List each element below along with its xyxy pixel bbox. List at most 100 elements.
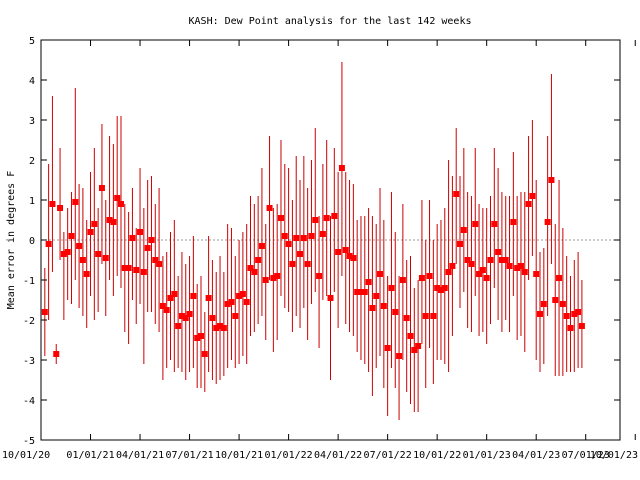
error-bars	[44, 62, 583, 420]
data-point	[194, 335, 201, 341]
data-point	[578, 323, 585, 329]
data-point	[121, 265, 128, 271]
data-point	[175, 323, 182, 329]
data-point	[68, 233, 75, 239]
data-point	[521, 269, 528, 275]
y-tick-label: 1	[29, 196, 35, 207]
data-point	[441, 285, 448, 291]
data-point	[266, 205, 273, 211]
data-point	[377, 271, 384, 277]
data-point	[575, 309, 582, 315]
y-tick-label: -4	[23, 396, 35, 407]
y-axis-ticks: -5 -4 -3 -2 -1 0 1 2 3 4 5	[23, 36, 620, 447]
x-tick-label: 07/01/21	[165, 450, 213, 461]
data-point	[514, 265, 521, 271]
data-point	[41, 309, 48, 315]
data-point	[217, 323, 224, 329]
data-point	[407, 333, 414, 339]
data-point	[335, 249, 342, 255]
data-point	[453, 191, 460, 197]
data-point	[45, 241, 52, 247]
x-tick-label: 04/01/21	[116, 450, 164, 461]
data-point	[281, 233, 288, 239]
data-point	[369, 305, 376, 311]
data-point	[502, 257, 509, 263]
data-point	[53, 351, 60, 357]
data-point	[49, 201, 56, 207]
data-point	[331, 213, 338, 219]
data-point	[529, 193, 536, 199]
data-point	[152, 257, 159, 263]
data-point	[98, 185, 105, 191]
data-point	[236, 293, 243, 299]
x-axis-ticks: 10/01/20 01/01/21 04/01/21 07/01/21 10/01/21…	[2, 40, 638, 461]
y-tick-label: 5	[29, 36, 35, 47]
data-point	[567, 325, 574, 331]
data-point	[148, 237, 155, 243]
y-tick-label: 2	[29, 156, 35, 167]
data-point	[411, 347, 418, 353]
data-point	[137, 229, 144, 235]
data-point	[304, 261, 311, 267]
data-point	[213, 325, 220, 331]
data-point	[232, 313, 239, 319]
data-point	[201, 351, 208, 357]
data-point	[487, 257, 494, 263]
data-point	[361, 289, 368, 295]
data-point	[205, 295, 212, 301]
data-point	[327, 295, 334, 301]
data-point	[163, 307, 170, 313]
x-tick-label: 10/01/20	[2, 450, 50, 461]
data-point	[544, 219, 551, 225]
data-point	[117, 201, 124, 207]
data-point	[506, 263, 513, 269]
data-point	[87, 229, 94, 235]
data-point	[300, 235, 307, 241]
data-markers	[41, 165, 585, 359]
data-point	[323, 215, 330, 221]
data-point	[418, 275, 425, 281]
x-tick-label: 01/01/22	[265, 450, 313, 461]
data-point	[228, 299, 235, 305]
data-point	[464, 257, 471, 263]
data-point	[83, 271, 90, 277]
data-point	[106, 217, 113, 223]
data-point	[293, 235, 300, 241]
y-tick-label: -5	[23, 436, 35, 447]
data-point	[64, 249, 71, 255]
data-point	[388, 285, 395, 291]
data-point	[220, 325, 227, 331]
data-point	[384, 345, 391, 351]
y-tick-label: 3	[29, 116, 35, 127]
data-point	[430, 313, 437, 319]
data-point	[95, 251, 102, 257]
data-point	[79, 257, 86, 263]
data-point	[102, 255, 109, 261]
data-point	[190, 293, 197, 299]
data-point	[415, 343, 422, 349]
data-point	[224, 301, 231, 307]
x-tick-label: 07/01/22	[364, 450, 412, 461]
data-point	[533, 271, 540, 277]
data-point	[491, 221, 498, 227]
data-point	[312, 217, 319, 223]
data-point	[342, 247, 349, 253]
data-point	[114, 195, 121, 201]
data-point	[457, 241, 464, 247]
data-point	[186, 311, 193, 317]
x-tick-label: 01/01/23	[463, 450, 511, 461]
data-point	[129, 235, 136, 241]
data-point	[316, 273, 323, 279]
data-point	[483, 275, 490, 281]
data-point	[346, 253, 353, 259]
data-point	[392, 309, 399, 315]
data-point	[434, 285, 441, 291]
data-point	[171, 291, 178, 297]
chart-title: KASH: Dew Point analysis for the last 14…	[189, 16, 472, 27]
x-tick-label: 04/01/22	[314, 450, 362, 461]
data-point	[537, 311, 544, 317]
data-point	[460, 227, 467, 233]
data-point	[319, 231, 326, 237]
data-point	[479, 267, 486, 273]
data-point	[156, 261, 163, 267]
